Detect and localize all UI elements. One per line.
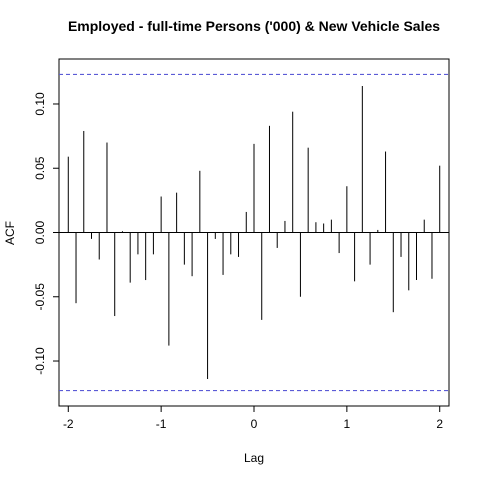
x-tick-label: 0 [251, 417, 258, 431]
y-tick-label: -0.05 [33, 283, 47, 311]
x-tick-label: -1 [156, 417, 167, 431]
x-tick-label: 2 [436, 417, 443, 431]
y-tick-label: -0.10 [33, 347, 47, 375]
y-tick-label: 0.10 [33, 92, 47, 116]
y-tick-label: 0.00 [33, 220, 47, 244]
chart-title: Employed - full-time Persons ('000) & Ne… [68, 18, 440, 34]
plot-area: -2 -1 0 1 2 -0.10 -0.05 0.00 0.05 0.10 [33, 58, 450, 431]
y-tick-label: 0.05 [33, 156, 47, 180]
x-axis-label: Lag [244, 451, 264, 465]
x-tick-label: -2 [63, 417, 74, 431]
y-axis-label: ACF [3, 221, 17, 245]
x-tick-label: 1 [344, 417, 351, 431]
